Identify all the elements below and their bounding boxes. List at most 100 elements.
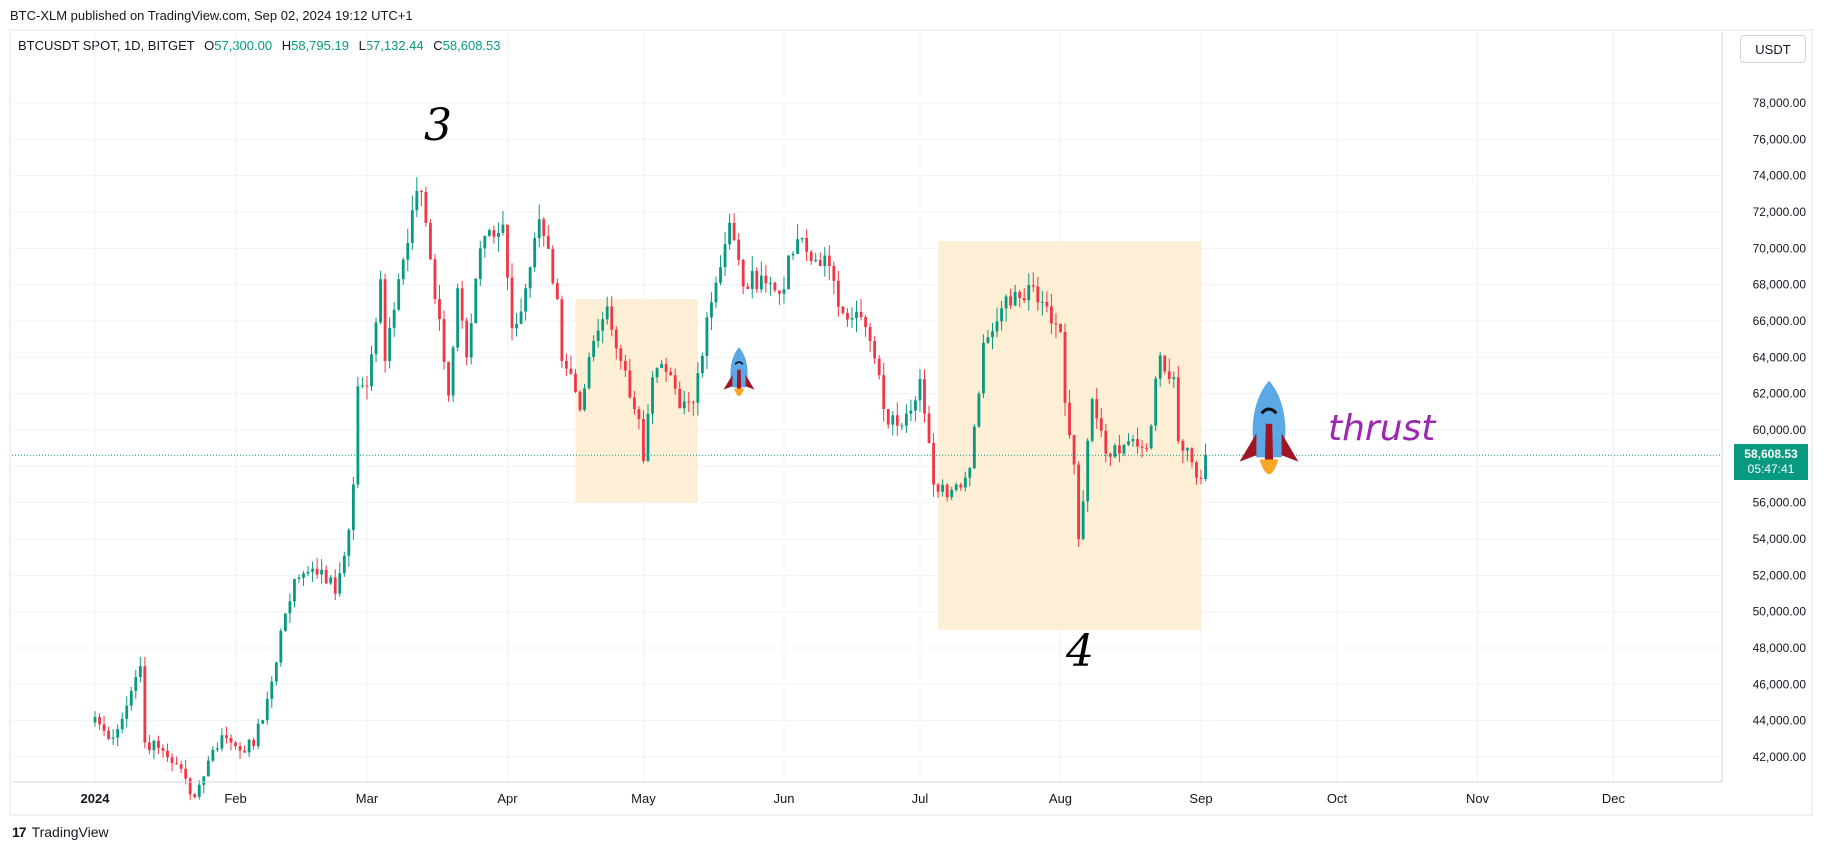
y-tick-label: 42,000.00 xyxy=(1753,750,1807,764)
candle-body xyxy=(628,370,632,398)
candle-body xyxy=(1172,377,1176,379)
candle-body xyxy=(293,578,296,602)
candle-body xyxy=(1095,399,1099,419)
y-tick-label: 78,000.00 xyxy=(1753,96,1807,110)
candle-body xyxy=(116,729,120,738)
candle-body xyxy=(778,290,781,294)
y-tick-label: 64,000.00 xyxy=(1753,350,1807,364)
candle-body xyxy=(759,275,763,290)
candle-body xyxy=(660,364,664,369)
candle-body xyxy=(129,690,133,706)
candle-body xyxy=(809,251,813,262)
candle-body xyxy=(719,267,722,283)
candle-body xyxy=(438,299,441,320)
candle-body xyxy=(342,555,346,574)
currency-button[interactable]: USDT xyxy=(1740,35,1806,63)
candle-body xyxy=(1004,296,1008,309)
candle-body xyxy=(950,489,954,498)
x-tick-label: Apr xyxy=(497,791,518,806)
published-caption: BTC-XLM published on TradingView.com, Se… xyxy=(10,8,413,23)
candle-body xyxy=(1163,355,1167,372)
candle-body xyxy=(465,320,469,358)
candle-body xyxy=(483,235,487,249)
candle-body xyxy=(805,237,809,252)
candle-body xyxy=(936,484,940,492)
candle-body xyxy=(460,288,464,321)
candle-body xyxy=(782,289,786,294)
candle-body xyxy=(324,569,328,584)
candle-body xyxy=(682,401,686,409)
candle-body xyxy=(991,331,994,338)
candle-body xyxy=(478,248,482,279)
y-tick-label: 68,000.00 xyxy=(1753,278,1807,292)
candle-body xyxy=(193,794,197,797)
candle-body xyxy=(338,573,342,594)
thrust-label: thrust xyxy=(1328,408,1436,449)
candle-body xyxy=(565,360,568,369)
rocket-body xyxy=(730,347,748,388)
candle-body xyxy=(823,255,827,266)
candle-body xyxy=(846,312,849,320)
wave-3-label: 3 xyxy=(424,100,452,151)
candle-body xyxy=(569,368,573,374)
candle-body xyxy=(691,401,695,403)
rocket-annotations xyxy=(723,347,1299,475)
candle-body xyxy=(107,730,111,739)
candle-body xyxy=(202,776,206,785)
candle-body xyxy=(642,419,645,461)
candle-body xyxy=(211,749,215,761)
x-tick-label: Oct xyxy=(1327,791,1348,806)
candle-body xyxy=(1167,371,1171,379)
candle-body xyxy=(256,723,260,747)
x-tick-label: Aug xyxy=(1049,791,1072,806)
candle-body xyxy=(537,219,541,239)
candle-body xyxy=(1063,331,1067,403)
rocket-fin-left xyxy=(1239,433,1257,462)
candle-body xyxy=(519,311,523,324)
candle-body xyxy=(392,309,396,328)
candle-body xyxy=(506,224,509,278)
consolidation-zone xyxy=(575,299,698,503)
candle-body xyxy=(184,768,188,779)
close-label: C xyxy=(433,38,443,53)
y-tick-label: 60,000.00 xyxy=(1753,423,1807,437)
rocket-fin-center xyxy=(736,369,742,391)
candle-body xyxy=(365,385,369,387)
candle-body xyxy=(560,299,564,361)
candle-body xyxy=(592,340,596,357)
candle-body xyxy=(279,630,283,663)
candle-body xyxy=(814,259,818,262)
consolidation-zones xyxy=(575,241,1201,630)
candle-body xyxy=(379,279,382,323)
candle-body xyxy=(120,718,124,730)
candle-body xyxy=(1040,301,1044,303)
last-price-value: 58,608.53 xyxy=(1744,447,1798,461)
candle-body xyxy=(1176,377,1180,441)
candle-body xyxy=(895,415,899,426)
candle-body xyxy=(927,413,931,444)
candle-body xyxy=(900,425,904,427)
candle-body xyxy=(619,348,623,361)
chart-axes: 42,000.00 44,000.00 46,000.00 48,000.00 50,0… xyxy=(9,29,1813,816)
candle-body xyxy=(1131,439,1135,442)
tradingview-brand[interactable]: 17 TradingView xyxy=(12,824,109,840)
candle-body xyxy=(1009,296,1013,306)
symbol-name[interactable]: BTCUSDT SPOT, 1D, BITGET xyxy=(18,38,195,53)
x-tick-label: May xyxy=(631,791,656,806)
candle-body xyxy=(868,327,872,341)
candle-body xyxy=(111,737,115,739)
candle-body xyxy=(252,739,256,747)
candle-body xyxy=(732,222,736,240)
candle-body xyxy=(696,373,700,403)
candle-body xyxy=(687,401,691,403)
candle-body xyxy=(972,426,976,469)
candle-body xyxy=(347,529,351,556)
candle-body xyxy=(397,279,401,310)
candle-body xyxy=(986,337,990,343)
x-tick-label: Dec xyxy=(1602,791,1626,806)
candle-body xyxy=(1022,297,1026,301)
candle-body xyxy=(1045,301,1049,307)
wave-4-label: 4 xyxy=(1066,626,1094,677)
candle-body xyxy=(206,760,210,777)
